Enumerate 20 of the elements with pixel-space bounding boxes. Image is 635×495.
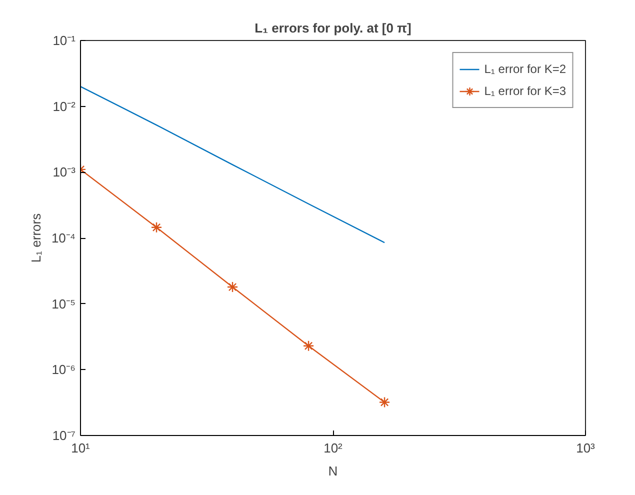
y-tick-label: 10⁻² bbox=[52, 98, 76, 114]
legend-label: L₁ error for K=2 bbox=[484, 62, 566, 76]
y-tick-label: 10⁻¹ bbox=[52, 33, 76, 48]
chart-title: L₁ errors for poly. at [0 π] bbox=[254, 20, 412, 36]
point bbox=[378, 396, 390, 408]
y-tick-label: 10⁻⁵ bbox=[52, 296, 76, 312]
point bbox=[150, 222, 162, 233]
x-tick-label: 10³ bbox=[576, 440, 596, 456]
legend-label: L₁ error for K=3 bbox=[484, 84, 566, 98]
x-tick-label: 10¹ bbox=[71, 440, 91, 456]
y-tick-label: 10⁻⁷ bbox=[52, 428, 76, 443]
point bbox=[302, 340, 314, 352]
y-tick-label: 10⁻³ bbox=[52, 164, 76, 180]
point bbox=[226, 281, 238, 293]
y-tick-label: 10⁻⁶ bbox=[52, 362, 76, 378]
y-axis-title: L₁ errors bbox=[28, 212, 44, 263]
y-tick-label: 10⁻⁴ bbox=[51, 230, 76, 246]
line-series bbox=[80, 86, 386, 244]
x-tick-label: 10² bbox=[324, 440, 344, 456]
x-axis-title: N bbox=[328, 464, 338, 478]
